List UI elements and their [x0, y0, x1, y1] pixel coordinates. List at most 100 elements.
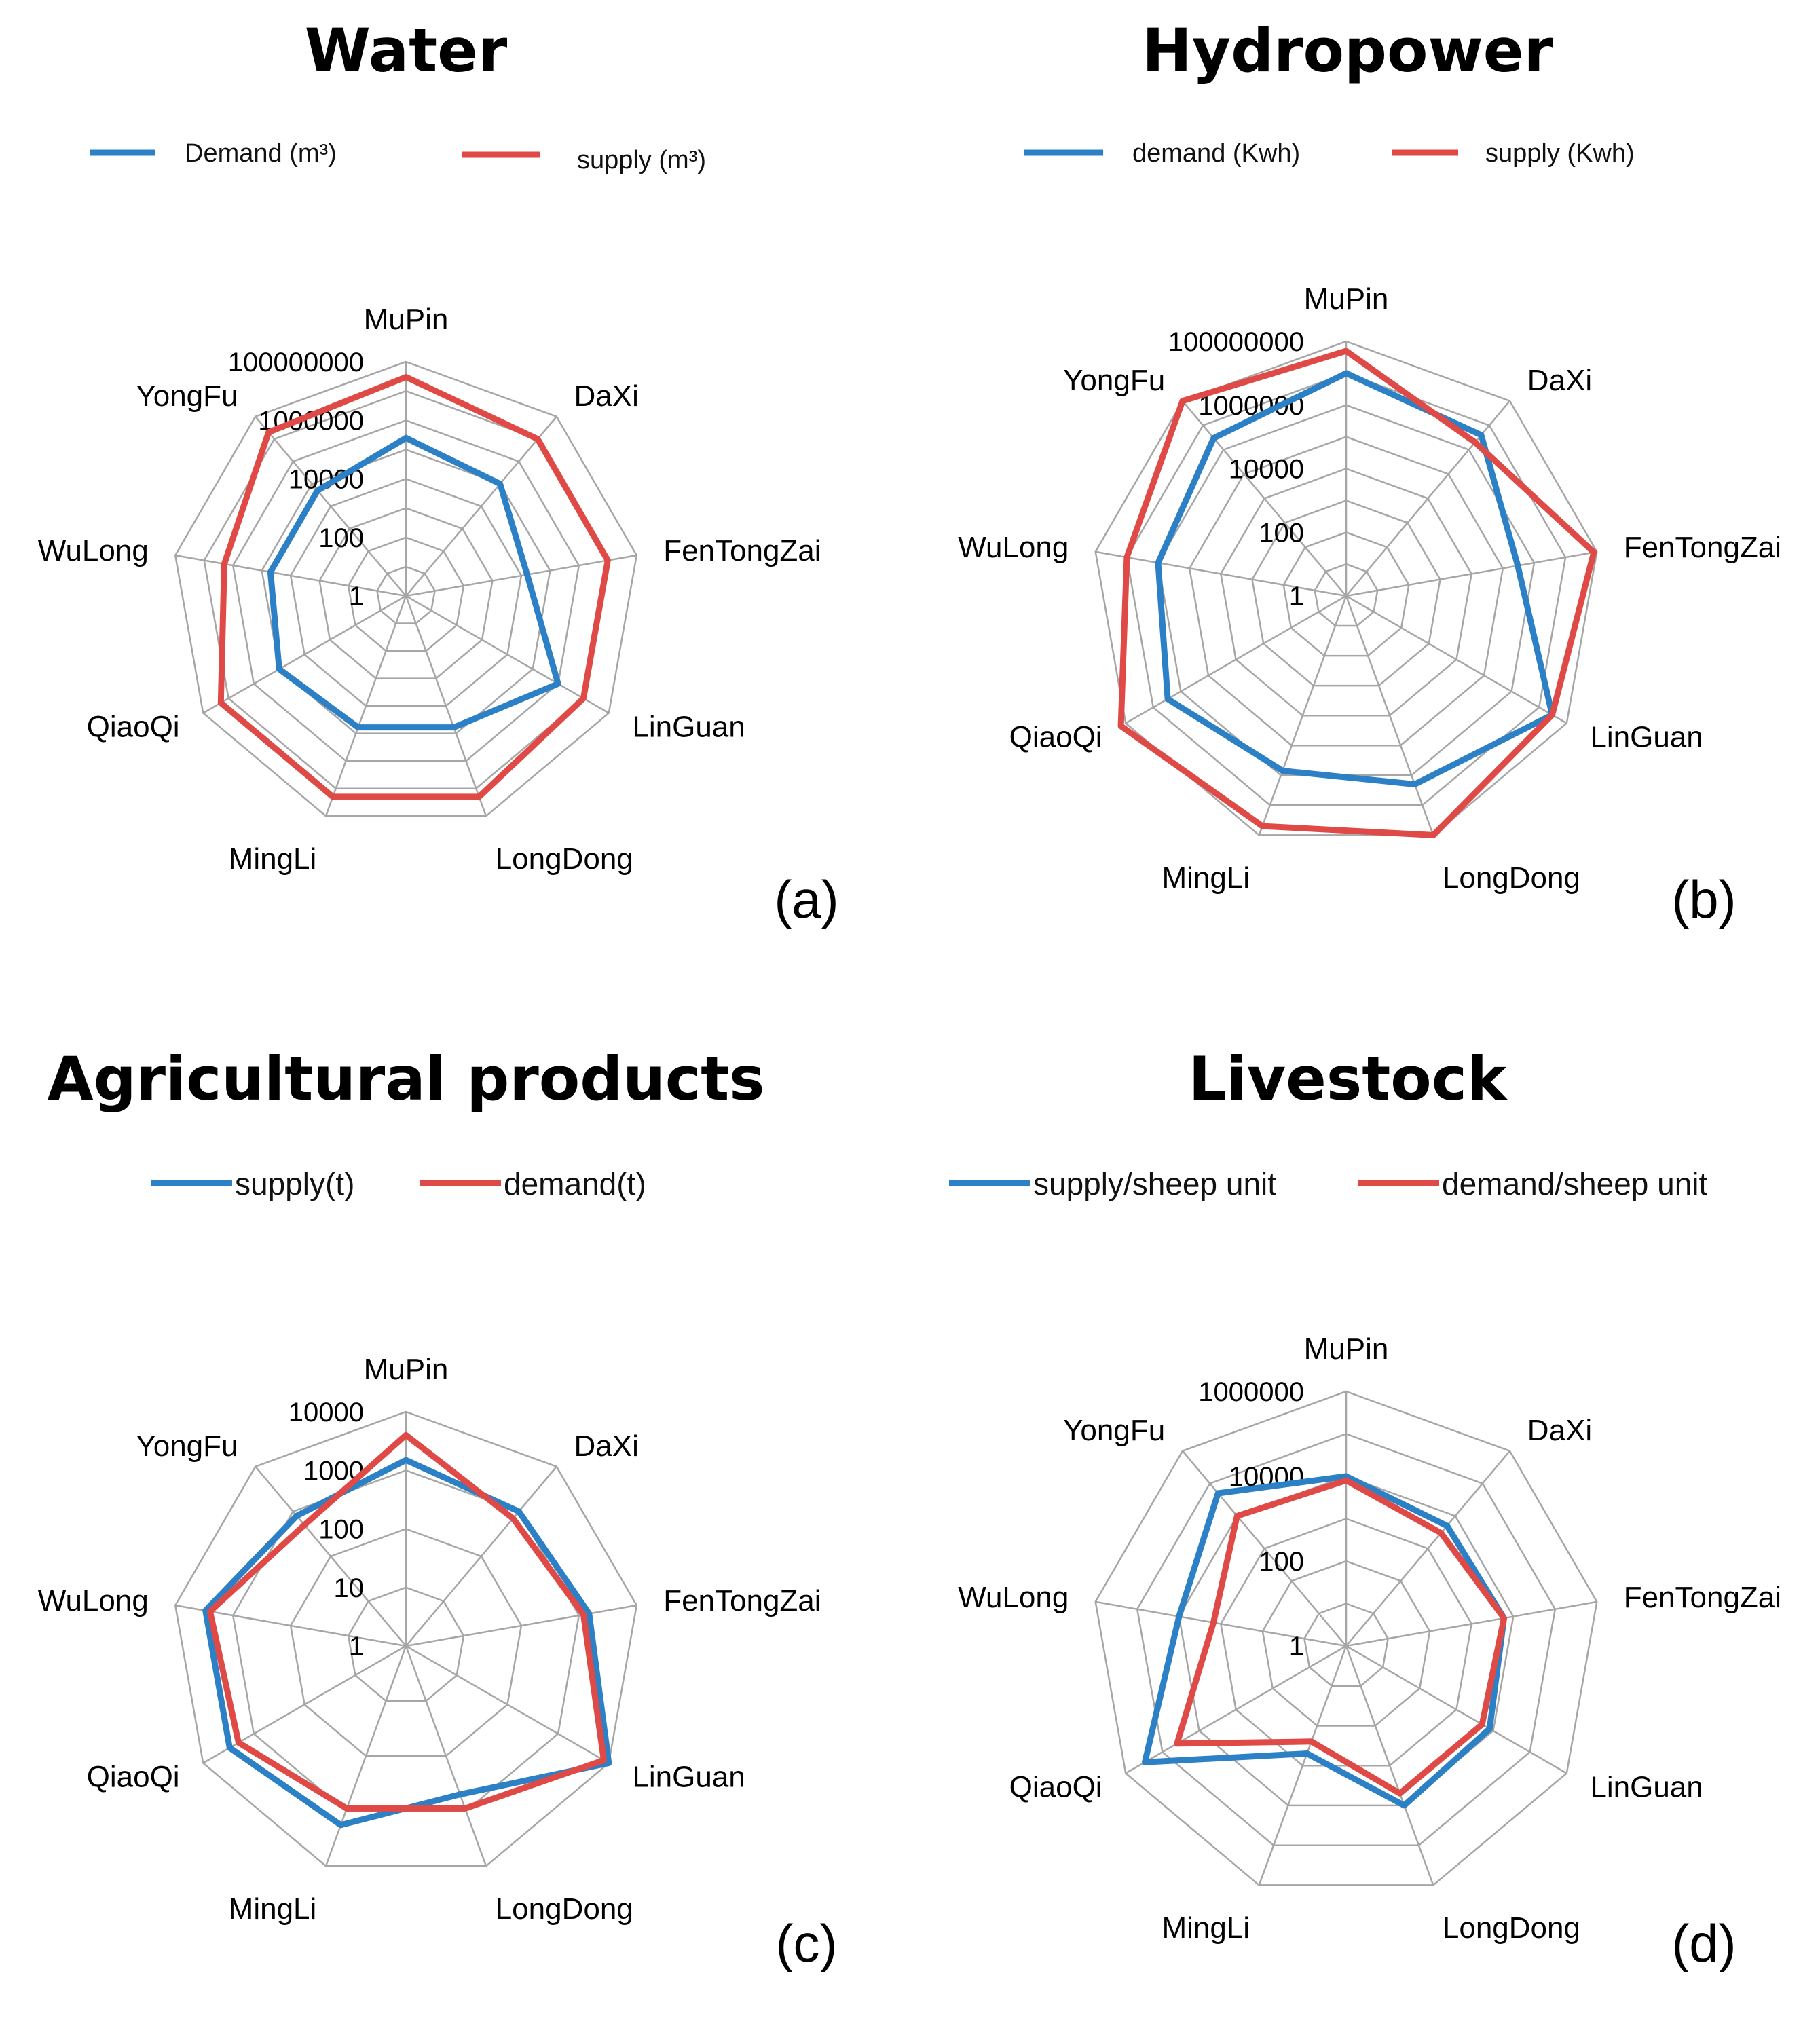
tick-label-100000000: 100000000	[1168, 327, 1304, 357]
category-label-linguan: LinGuan	[632, 711, 745, 744]
grid-spoke	[405, 595, 610, 714]
grid-spoke	[1345, 595, 1434, 836]
data-point-d-1-mingli	[1311, 1741, 1312, 1742]
category-label-longdong: LongDong	[1443, 861, 1580, 895]
category-label-qiaoqi: QiaoQi	[1009, 1771, 1102, 1804]
category-label-mupin: MuPin	[1304, 1332, 1389, 1366]
grid-ring	[231, 419, 580, 762]
category-label-wulong: WuLong	[38, 1584, 149, 1617]
data-point-c-1-mupin	[405, 1434, 407, 1436]
grid-ring	[1136, 1433, 1557, 1846]
data-point-a-0-yongfu	[317, 490, 318, 491]
grid-ring	[318, 507, 494, 679]
data-point-d-1-qiaoqi	[1176, 1743, 1178, 1744]
data-point-a-0-longdong	[453, 727, 454, 728]
grid-spoke	[202, 595, 407, 714]
grid-ring	[347, 536, 465, 652]
data-point-c-1-mingli	[346, 1808, 348, 1809]
legend-label-b-1: supply (Kwh)	[1485, 139, 1635, 168]
grid-spoke	[405, 595, 487, 817]
legend-label-c-0: supply(t)	[235, 1166, 354, 1201]
grid-ring	[1178, 1475, 1515, 1807]
grid-ring	[289, 478, 523, 707]
category-label-qiaoqi: QiaoQi	[87, 711, 180, 744]
legend-label-c-1: demand(t)	[504, 1166, 646, 1201]
grid-ring	[1282, 531, 1410, 657]
category-label-fentongzai: FenTongZai	[1624, 1581, 1781, 1614]
grid-spoke	[1125, 595, 1347, 724]
series-line-a-0	[267, 434, 561, 731]
grid-spoke	[324, 595, 407, 817]
tick-label-1000000: 1000000	[1198, 1377, 1304, 1407]
data-point-d-1-mupin	[1345, 1480, 1347, 1481]
category-label-mingli: MingLi	[229, 1892, 317, 1926]
data-point-b-0-fentongzai	[1517, 565, 1519, 566]
tick-label-1: 1	[349, 1632, 364, 1662]
chart-panel-b: Hydropower demand (Kwh) supply (Kwh) 1 10…	[958, 16, 1781, 929]
category-label-qiaoqi: QiaoQi	[1009, 721, 1102, 754]
grid-spoke	[255, 1465, 407, 1647]
data-point-c-0-mupin	[405, 1459, 407, 1461]
grid-spoke	[405, 1465, 557, 1647]
category-label-daxi: DaXi	[1527, 364, 1592, 397]
category-label-fentongzai: FenTongZai	[1624, 531, 1781, 564]
grid-ring	[261, 449, 551, 734]
series-line-b-1	[1117, 348, 1597, 838]
data-point-d-0-mupin	[1345, 1476, 1347, 1477]
grid-spoke	[405, 1645, 487, 1867]
tick-label-1: 1	[1289, 1632, 1304, 1662]
category-label-wulong: WuLong	[958, 531, 1069, 564]
data-point-d-0-yongfu	[1217, 1493, 1219, 1494]
radar-a: 1100100001000000100000000MuPinDaXiFenTon…	[38, 303, 821, 876]
series-line-b-0	[1155, 370, 1555, 787]
grid-ring	[1303, 1603, 1389, 1687]
panel-label-d: (d)	[1671, 1913, 1736, 1973]
data-point-b-1-mingli	[1262, 825, 1263, 827]
category-label-longdong: LongDong	[496, 1892, 633, 1926]
grid-spoke	[1095, 550, 1347, 597]
data-point-c-1-linguan	[603, 1759, 604, 1761]
legend-label-d-0: supply/sheep unit	[1033, 1166, 1276, 1201]
category-label-daxi: DaXi	[574, 379, 639, 413]
data-point-c-1-longdong	[464, 1808, 466, 1809]
tick-label-10: 10	[334, 1573, 365, 1603]
grid-spoke	[1345, 1600, 1597, 1647]
category-label-wulong: WuLong	[38, 534, 149, 567]
category-label-qiaoqi: QiaoQi	[87, 1761, 180, 1794]
grid-spoke	[255, 415, 407, 597]
tick-label-1000000: 1000000	[1198, 391, 1304, 421]
tick-label-100: 100	[318, 523, 364, 553]
grid-ring	[289, 1528, 523, 1757]
chart-title-b: Hydropower	[1142, 16, 1553, 86]
grid-spoke	[1258, 595, 1348, 836]
category-label-yongfu: YongFu	[136, 1429, 238, 1463]
category-label-fentongzai: FenTongZai	[663, 534, 821, 567]
radar-d: 1100100001000000MuPinDaXiFenTongZaiLinGu…	[958, 1332, 1781, 1945]
grid-spoke	[1258, 1645, 1348, 1886]
panel-label-b: (b)	[1671, 869, 1736, 929]
grid-spoke	[202, 1645, 407, 1764]
grid-spoke	[405, 1645, 610, 1764]
data-point-c-1-yongfu	[303, 1524, 305, 1526]
category-label-yongfu: YongFu	[1063, 364, 1165, 397]
category-label-daxi: DaXi	[1527, 1414, 1592, 1447]
series-line-c-0	[202, 1457, 612, 1829]
chart-panel-d: Livestock supply/sheep unit demand/sheep…	[949, 1044, 1781, 1973]
radar-c: 110100100010000MuPinDaXiFenTongZaiLinGua…	[38, 1353, 821, 1926]
grid-ring	[1314, 563, 1379, 627]
grid-ring	[1094, 340, 1598, 836]
grid-ring	[1094, 1390, 1598, 1886]
grid-spoke	[1345, 595, 1567, 724]
grid-spoke	[405, 1604, 637, 1647]
grid-ring	[376, 565, 436, 624]
data-point-b-1-longdong	[1432, 834, 1434, 836]
category-label-fentongzai: FenTongZai	[663, 1584, 821, 1617]
data-point-b-1-fentongzai	[1593, 552, 1595, 553]
legend-label-a-0: Demand (m³)	[185, 139, 337, 168]
category-label-linguan: LinGuan	[1590, 721, 1703, 754]
grid-ring	[174, 360, 638, 817]
legend-label-d-1: demand/sheep unit	[1442, 1166, 1708, 1201]
category-label-longdong: LongDong	[496, 842, 633, 876]
category-label-wulong: WuLong	[958, 1581, 1069, 1614]
